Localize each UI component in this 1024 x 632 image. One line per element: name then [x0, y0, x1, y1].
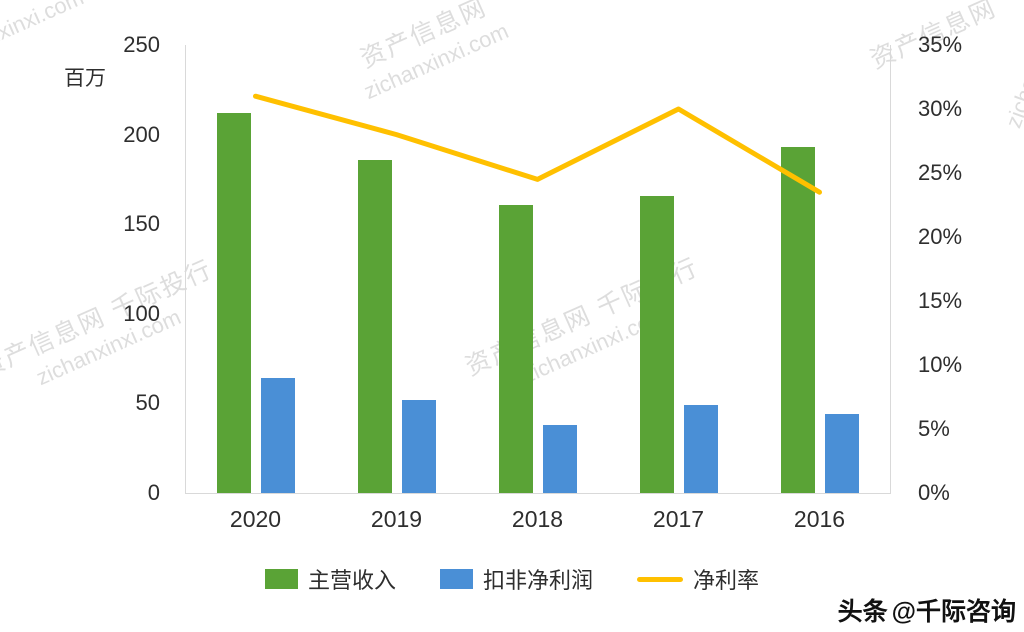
x-axis-label: 2016 [793, 506, 846, 532]
right-axis-tick-label: 5% [918, 416, 950, 441]
bar [639, 195, 674, 493]
right-axis-tick-label: 30% [918, 96, 963, 121]
bar [542, 424, 577, 493]
legend-item: 扣非净利润 [439, 563, 593, 595]
left-axis-tick-label: 200 [123, 121, 160, 147]
bar [780, 147, 815, 493]
byline-handle: @千际咨询 [891, 598, 1016, 626]
plot-area [185, 45, 890, 493]
x-axis-label: 2017 [652, 506, 705, 532]
legend-bar-swatch [439, 569, 473, 589]
bar [401, 399, 436, 493]
right-axis-tick-label: 15% [918, 288, 963, 313]
toutiao-logo-text: 头条 [837, 598, 888, 626]
left-axis-unit-label: 百万 [64, 67, 106, 90]
x-axis-label: 2019 [370, 506, 423, 532]
legend-item: 净利率 [637, 563, 759, 595]
bar [216, 113, 251, 493]
right-axis-line [890, 45, 891, 493]
line-series [253, 93, 822, 195]
legend-label: 扣非净利润 [482, 568, 593, 593]
right-axis-tick-label: 25% [918, 160, 963, 185]
legend: 主营收入 扣非净利润 净利率 [0, 563, 1024, 595]
legend-item: 主营收入 [264, 563, 396, 595]
legend-line-swatch [637, 576, 683, 582]
right-axis-tick-label: 20% [918, 224, 963, 249]
left-axis-tick-label: 250 [123, 32, 160, 57]
x-axis-line [185, 493, 891, 494]
right-axis-tick-label: 35% [918, 32, 963, 57]
byline: 头条 @千际咨询 [838, 592, 1016, 628]
left-axis-tick-label: 50 [135, 390, 160, 416]
legend-bar-swatch [264, 569, 298, 589]
bar [824, 414, 859, 493]
bar [357, 159, 392, 493]
legend-label: 净利率 [693, 568, 760, 593]
bar [260, 378, 295, 493]
right-axis-tick-label: 0% [918, 480, 950, 505]
right-axis-tick-label: 10% [918, 352, 963, 377]
bar [683, 405, 718, 493]
left-axis-tick-label: 0 [147, 480, 160, 505]
x-axis-label: 2018 [511, 506, 564, 532]
left-axis-tick-label: 100 [123, 300, 160, 326]
left-axis-line [185, 45, 186, 493]
bar [498, 204, 533, 493]
left-axis-tick-label: 150 [123, 211, 160, 237]
legend-label: 主营收入 [307, 568, 396, 593]
x-axis-label: 2020 [229, 506, 282, 532]
